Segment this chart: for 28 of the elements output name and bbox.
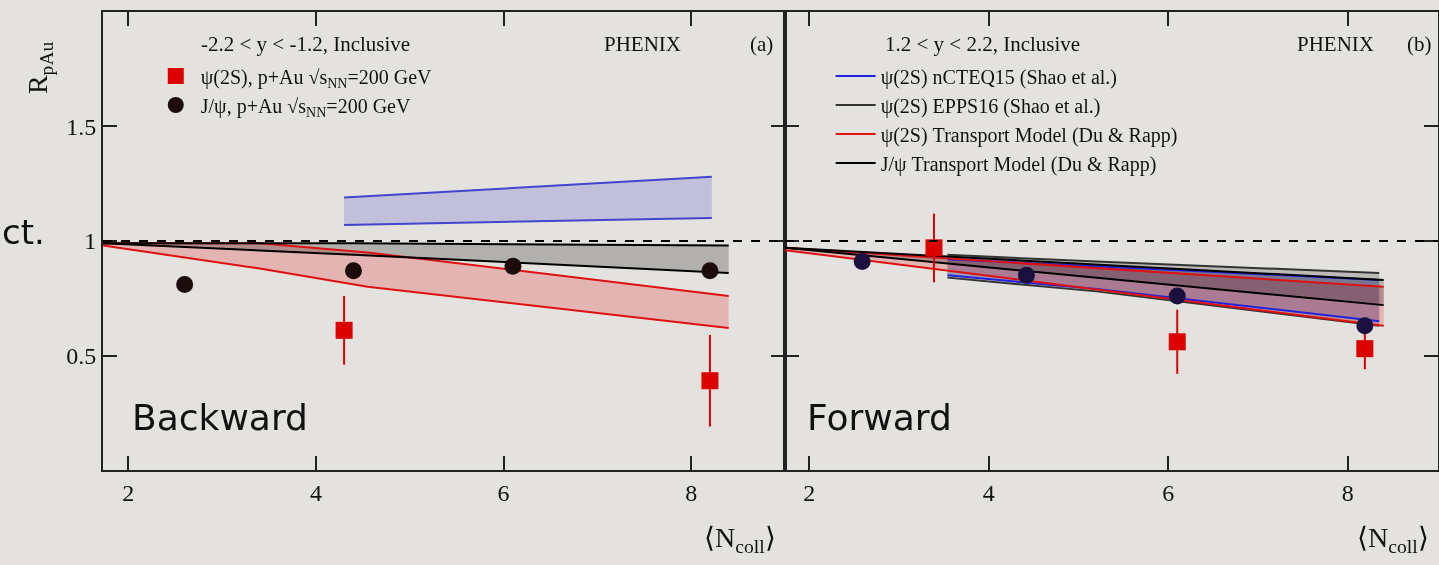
x-tick-label: 8 bbox=[685, 479, 698, 506]
x-axis-title: ⟨N$_{coll}$⟩ bbox=[1357, 522, 1429, 557]
legend-label: J/ψ, p+Au √s$_{NN}$=200 GeV bbox=[200, 94, 411, 120]
annotation: 1.2 < y < 2.2, Inclusive bbox=[885, 32, 1081, 56]
y-tick-label: 0.5 bbox=[66, 342, 97, 369]
text: ct. bbox=[2, 212, 45, 252]
legend-label: ψ(2S), p+Au √s$_{NN}$=200 GeV bbox=[200, 65, 433, 91]
annotation: PHENIX bbox=[1297, 32, 1374, 56]
annotation: Backward bbox=[132, 397, 308, 438]
x-tick-label: 2 bbox=[803, 479, 816, 506]
x-tick-label: 4 bbox=[309, 479, 322, 506]
x-tick-label: 6 bbox=[1162, 479, 1175, 506]
y-tick-label: 1 bbox=[84, 228, 97, 255]
x-tick-label: 4 bbox=[982, 479, 995, 506]
annotation: -2.2 < y < -1.2, Inclusive bbox=[201, 32, 411, 56]
annotation: Forward bbox=[807, 397, 952, 438]
annotation: (a) bbox=[750, 32, 774, 56]
y-tick-label: 1.5 bbox=[66, 113, 97, 140]
x-tick-label: 6 bbox=[497, 479, 510, 506]
legend-label: ψ(2S) nCTEQ15 (Shao et al.) bbox=[880, 65, 1118, 89]
x-tick-label: 8 bbox=[1341, 479, 1354, 506]
legend-label: J/ψ Transport Model (Du & Rapp) bbox=[880, 152, 1157, 176]
legend-label: ψ(2S) Transport Model (Du & Rapp) bbox=[880, 123, 1178, 147]
legend-label: ψ(2S) EPPS16 (Shao et al.) bbox=[880, 94, 1101, 118]
x-tick-label: 2 bbox=[122, 479, 135, 506]
annotation: PHENIX bbox=[604, 32, 681, 56]
annotation: (b) bbox=[1407, 32, 1432, 56]
x-axis-title: ⟨N$_{coll}$⟩ bbox=[704, 522, 776, 557]
